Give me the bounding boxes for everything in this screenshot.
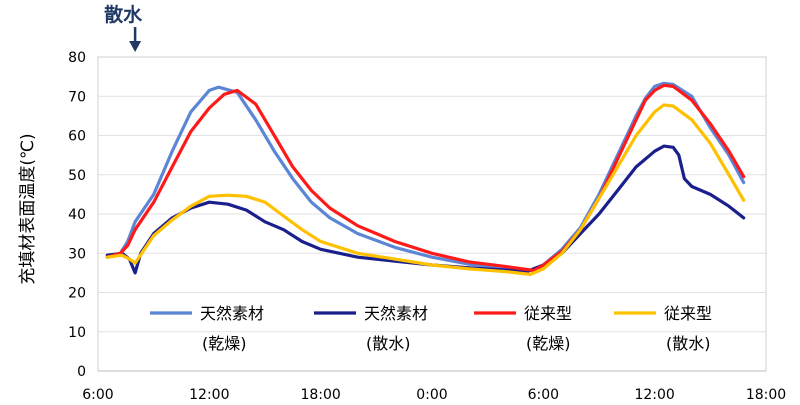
legend-sublabel: (散水) [366,334,411,353]
legend-item: 従来型 (乾燥) [474,304,572,353]
y-tick-label: 80 [68,50,86,66]
legend-sublabel: (乾燥) [526,334,571,353]
gridlines [98,95,766,333]
y-tick-label: 70 [68,89,86,105]
legend-label: 天然素材 [200,304,264,323]
x-tick-label: 12:00 [634,387,674,403]
legend-label: 従来型 [524,304,572,323]
x-tick-label: 12:00 [189,387,229,403]
series-line [105,81,746,273]
arrow-head [129,41,142,52]
x-tick-label: 6:00 [528,387,559,403]
x-axis: 6:00 12:00 18:00 0:00 6:00 12:00 18:00 [82,387,786,403]
y-tick-label: 10 [68,325,86,341]
series-line [105,83,746,273]
y-tick-label: 50 [68,168,86,184]
y-tick-label: 20 [68,286,86,302]
arrow-down-icon [129,27,142,52]
x-tick-label: 18:00 [300,387,340,403]
legend-label: 従来型 [664,304,712,323]
series-lines [105,81,746,276]
legend-item: 従来型 (散水) [614,304,712,353]
y-tick-label: 30 [68,246,86,262]
y-axis-label: 充填材表面温度(℃) [18,133,38,284]
x-tick-label: 6:00 [82,387,113,403]
legend-item: 天然素材 (乾燥) [150,304,264,353]
y-axis: 0 10 20 30 40 50 60 70 80 [68,50,766,380]
series-line [105,103,746,276]
legend-sublabel: (散水) [666,334,711,353]
y-tick-label: 0 [77,364,86,380]
x-tick-label: 18:00 [746,387,786,403]
legend-sublabel: (乾燥) [202,334,247,353]
legend: 天然素材 (乾燥) 天然素材 (散水) 従来型 (乾燥) 従来型 (散水) [150,304,712,353]
legend-label: 天然素材 [364,304,428,323]
annotation-label: 散水 [104,3,143,26]
x-tick-label: 0:00 [416,387,447,403]
legend-item: 天然素材 (散水) [314,304,428,353]
y-tick-label: 40 [68,207,86,223]
y-tick-label: 60 [68,129,86,145]
